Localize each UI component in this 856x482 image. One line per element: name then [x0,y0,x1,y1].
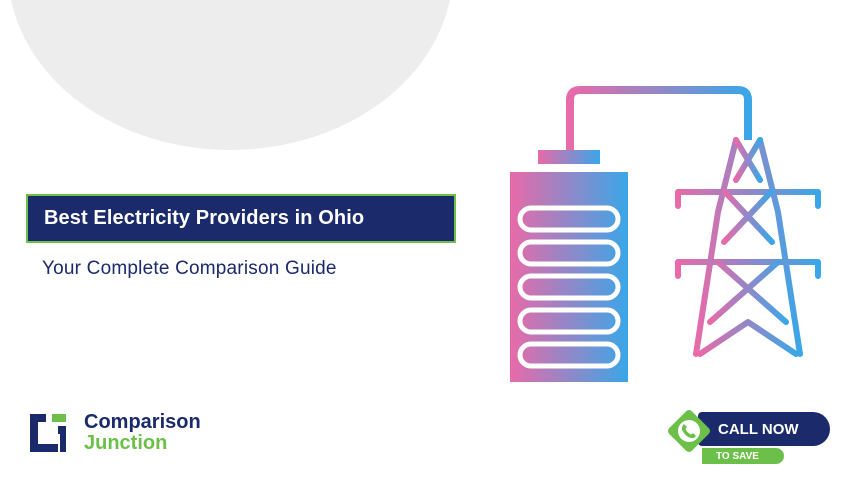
wire-line [566,86,752,150]
brand-logo[interactable]: Comparison Junction [26,410,201,456]
brand-name-line1: Comparison [84,411,201,433]
battery-icon [510,150,628,382]
phone-icon [668,410,710,452]
to-save-label: TO SAVE [702,448,784,464]
comparison-junction-logo-icon [30,414,66,452]
brand-name: Comparison Junction [84,412,201,454]
background-circle [8,0,453,150]
call-now-label: CALL NOW [698,412,830,446]
call-now-button[interactable]: CALL NOW TO SAVE [662,404,834,466]
electricity-illustration [510,86,821,382]
title-banner: Best Electricity Providers in Ohio [26,194,456,243]
power-tower-icon [675,137,821,357]
page-title: Best Electricity Providers in Ohio [44,207,365,229]
page-subtitle: Your Complete Comparison Guide [42,258,337,279]
brand-name-line2: Junction [84,432,168,454]
